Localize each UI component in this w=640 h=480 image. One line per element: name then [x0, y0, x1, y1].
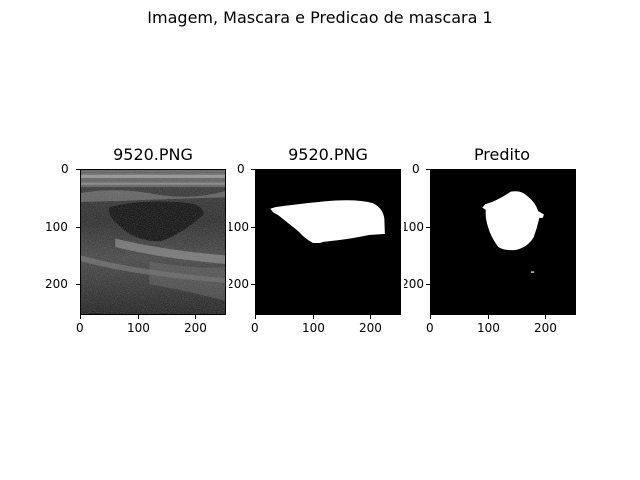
y-tick-label: 200: [45, 277, 68, 291]
y-tick-label: 0: [61, 162, 69, 176]
y-tick-mark: [426, 284, 430, 285]
y-tick-label: 100: [229, 220, 249, 234]
y-tick-label: 0: [237, 162, 245, 176]
panel-3-mask: [430, 169, 576, 315]
y-tick-label: 200: [404, 277, 424, 291]
x-tick-label: 200: [534, 321, 557, 335]
x-tick-label: 100: [127, 321, 150, 335]
y-tick-label: 100: [45, 220, 68, 234]
x-tick-mark: [430, 315, 431, 319]
panel-1-title: 9520.PNG: [113, 145, 193, 164]
x-tick-label: 100: [302, 321, 325, 335]
y-tick-label: 200: [229, 277, 249, 291]
x-tick-label: 0: [76, 321, 84, 335]
panel-3-title: Predito: [473, 145, 531, 164]
ground-truth-mask: [256, 170, 400, 314]
x-tick-label: 0: [426, 321, 434, 335]
y-tick-mark: [76, 284, 80, 285]
x-tick-label: 200: [359, 321, 382, 335]
y-tick-label: 100: [404, 220, 424, 234]
y-tick-mark: [426, 227, 430, 228]
panel-2-title: 9520.PNG: [288, 145, 368, 164]
y-tick-mark: [426, 169, 430, 170]
panel-2-mask: [255, 169, 401, 315]
y-tick-mark: [76, 169, 80, 170]
x-tick-label: 0: [251, 321, 259, 335]
x-tick-label: 100: [477, 321, 500, 335]
y-tick-mark: [251, 227, 255, 228]
x-tick-mark: [255, 315, 256, 319]
x-tick-mark: [80, 315, 81, 319]
x-tick-label: 200: [184, 321, 207, 335]
predicted-mask: [431, 170, 575, 314]
x-tick-mark: [488, 315, 489, 319]
ultrasound-image: [81, 170, 225, 314]
y-tick-mark: [251, 284, 255, 285]
y-tick-label: 0: [412, 162, 420, 176]
x-tick-mark: [370, 315, 371, 319]
figure-title: Imagem, Mascara e Predicao de mascara 1: [147, 8, 493, 27]
y-tick-mark: [251, 169, 255, 170]
x-tick-mark: [138, 315, 139, 319]
x-tick-mark: [313, 315, 314, 319]
x-tick-mark: [195, 315, 196, 319]
panel-1-image: [80, 169, 226, 315]
y-tick-mark: [76, 227, 80, 228]
x-tick-mark: [545, 315, 546, 319]
